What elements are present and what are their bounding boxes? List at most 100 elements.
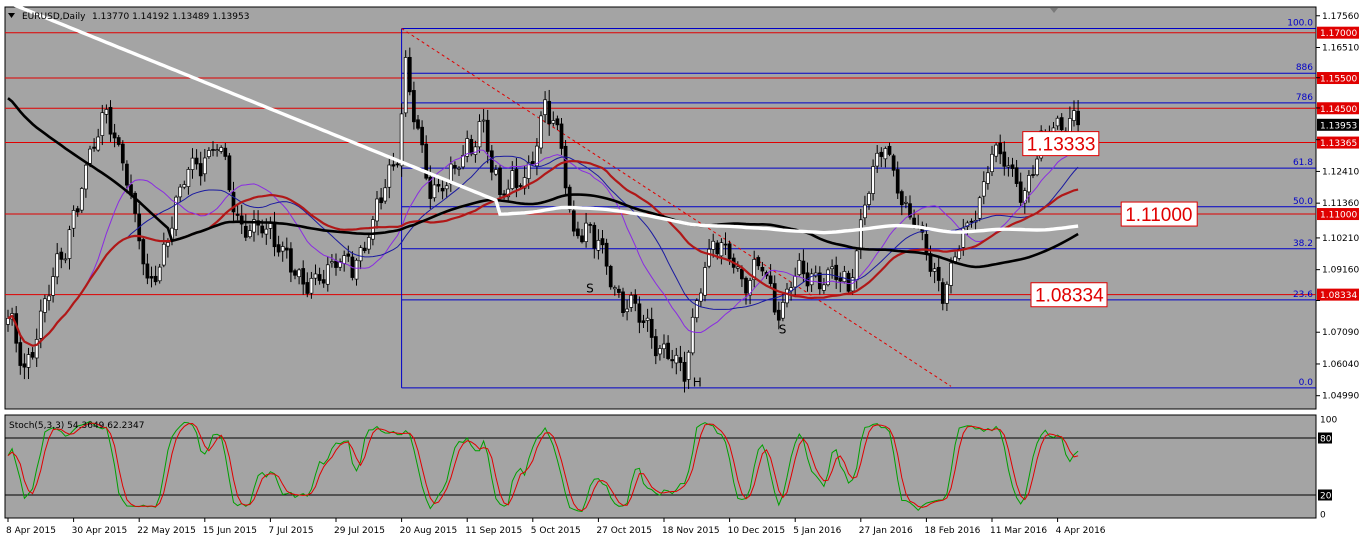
- date-tick-label: 11 Mar 2016: [990, 526, 1047, 536]
- candle-body: [559, 123, 564, 149]
- candle-body: [830, 266, 834, 270]
- candle-body: [612, 287, 617, 290]
- candle: [407, 47, 412, 96]
- fibonacci-level-label: 61.8: [1293, 158, 1313, 168]
- candle-body: [522, 177, 527, 189]
- candle: [309, 271, 314, 299]
- candle: [338, 258, 342, 271]
- candle: [190, 148, 195, 179]
- candle-body: [719, 242, 724, 257]
- date-tick-label: 18 Feb 2016: [924, 526, 980, 536]
- candle: [231, 181, 236, 223]
- candle: [84, 163, 88, 198]
- candle-body: [1055, 117, 1060, 127]
- candle: [412, 81, 416, 130]
- candle-body: [309, 277, 314, 294]
- candle: [776, 301, 781, 330]
- candle-body: [621, 291, 625, 314]
- candle-body: [727, 243, 732, 260]
- candle: [612, 285, 617, 296]
- candle: [96, 128, 101, 152]
- candle: [403, 50, 408, 117]
- candle-body: [59, 251, 64, 260]
- candle: [207, 147, 211, 159]
- date-tick-label: 5 Jan 2016: [793, 526, 841, 536]
- candle-body: [116, 137, 121, 145]
- candle-body: [481, 119, 486, 122]
- candle-body: [781, 302, 785, 319]
- candle-body: [526, 162, 531, 179]
- candle-body: [822, 284, 826, 291]
- candle-body: [96, 136, 101, 151]
- candle-body: [321, 279, 326, 284]
- candle-body: [936, 266, 941, 281]
- candle-body: [399, 113, 404, 167]
- date-tick-label: 20 Aug 2015: [400, 526, 458, 536]
- price-tick-label: 1.11360: [1322, 199, 1359, 209]
- candle-body: [330, 261, 334, 264]
- candle: [781, 293, 785, 322]
- candle-body: [1035, 158, 1039, 176]
- candle-body: [145, 263, 150, 279]
- candle-body: [530, 161, 535, 165]
- candle: [243, 214, 248, 242]
- level-price-tag: [1317, 102, 1359, 115]
- candle: [444, 181, 449, 199]
- candle-body: [817, 272, 822, 290]
- candle-body: [248, 230, 252, 238]
- candle: [633, 289, 638, 312]
- candle-body: [395, 163, 400, 166]
- candle-body: [494, 169, 498, 175]
- candle: [494, 165, 498, 177]
- candle: [395, 161, 400, 168]
- candle-body: [547, 100, 552, 125]
- candle: [584, 212, 588, 248]
- candle-body: [834, 264, 839, 280]
- candle: [416, 115, 420, 131]
- candle: [834, 256, 839, 289]
- candle-body: [379, 197, 383, 204]
- candle-body: [436, 183, 441, 187]
- candle-body: [986, 172, 990, 184]
- candle-body: [444, 185, 449, 190]
- candle: [547, 89, 552, 136]
- price-callout-label: 1.13333: [1027, 135, 1096, 156]
- candle: [539, 111, 543, 154]
- candle-body: [420, 126, 424, 146]
- candle: [59, 247, 64, 269]
- chart-menu-arrow-icon[interactable]: [8, 13, 15, 18]
- candle-body: [518, 185, 523, 187]
- candle-body: [846, 272, 851, 292]
- candle-body: [1006, 165, 1011, 168]
- candle-body: [686, 351, 691, 380]
- candle: [977, 195, 982, 222]
- candle: [563, 140, 568, 196]
- candle-body: [100, 112, 105, 136]
- candle-body: [141, 239, 146, 265]
- date-tick-label: 11 Sep 2015: [465, 526, 522, 536]
- candle: [932, 262, 937, 284]
- pattern-marker-label: H: [693, 375, 702, 389]
- date-tick-label: 22 May 2015: [137, 526, 196, 536]
- candle: [752, 250, 757, 288]
- candle-body: [108, 107, 113, 135]
- candle: [1022, 187, 1027, 214]
- scroll-marker-icon[interactable]: [1050, 8, 1058, 13]
- candle-body: [125, 163, 129, 186]
- candle-body: [38, 310, 43, 339]
- price-callout-box: [1120, 201, 1198, 227]
- candle-body: [157, 266, 162, 282]
- candle-body: [43, 298, 47, 313]
- candle: [383, 179, 388, 204]
- candle-body: [22, 363, 27, 368]
- fibonacci-level-label: 0.0: [1299, 378, 1314, 388]
- candle: [457, 166, 461, 177]
- candle-body: [223, 147, 228, 157]
- candle: [391, 152, 396, 171]
- fibonacci-level-label: 100.0: [1287, 18, 1313, 28]
- candle: [871, 159, 875, 201]
- chart-symbol: EURUSD,Daily: [22, 12, 86, 22]
- candle-body: [1031, 174, 1035, 176]
- candle-body: [867, 193, 871, 205]
